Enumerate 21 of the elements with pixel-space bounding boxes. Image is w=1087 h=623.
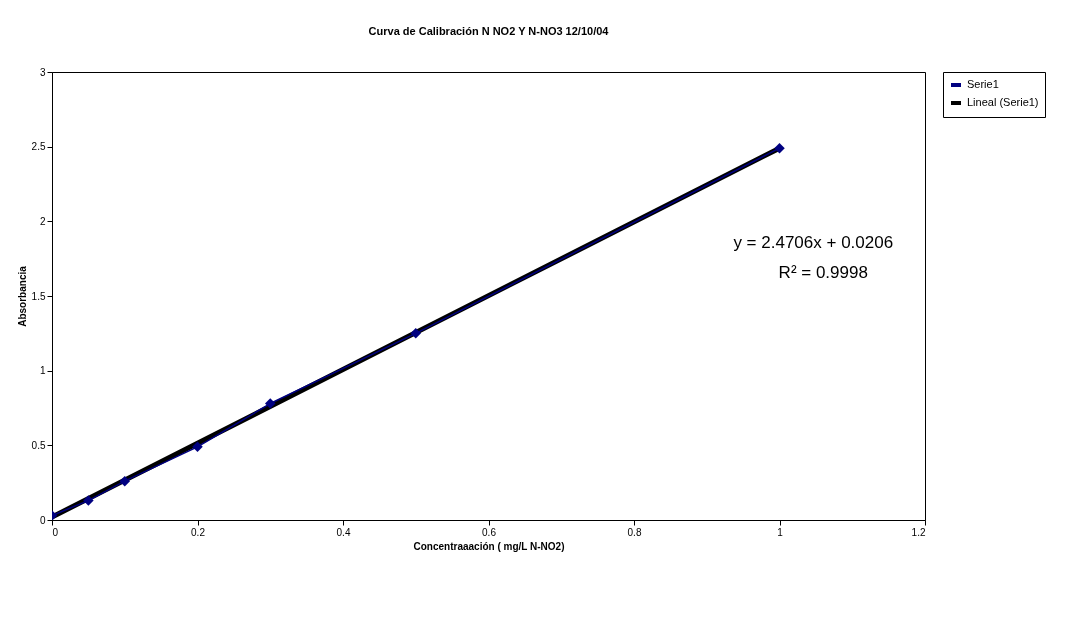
annotation: R² = 0.9998 bbox=[778, 263, 868, 283]
y-tick-label: 1.5 bbox=[31, 290, 46, 302]
legend-label: Lineal (Serie1) bbox=[967, 96, 1039, 108]
x-tick-label: 0.2 bbox=[191, 526, 206, 538]
x-tick-label: 0 bbox=[52, 526, 59, 538]
x-tick-label: 1 bbox=[777, 526, 784, 538]
legend-label: Serie1 bbox=[967, 78, 999, 90]
y-tick-label: 0.5 bbox=[31, 439, 46, 451]
x-tick-label: 0.4 bbox=[336, 526, 351, 538]
y-tick-label: 0 bbox=[39, 514, 46, 526]
chart-title: Curva de Calibración N NO2 Y N-NO3 12/10/04 bbox=[368, 25, 610, 37]
y-tick-label: 2.5 bbox=[31, 141, 46, 153]
x-tick-label: 0.6 bbox=[482, 526, 497, 538]
y-tick-label: 2 bbox=[39, 215, 46, 227]
annotation: y = 2.4706x + 0.0206 bbox=[733, 233, 894, 253]
x-tick-label: 0.8 bbox=[627, 526, 642, 538]
x-tick-label: 1.2 bbox=[911, 526, 926, 538]
y-axis-title: Absorbancia bbox=[16, 265, 28, 327]
y-tick-label: 1 bbox=[39, 365, 46, 377]
y-tick-label: 3 bbox=[39, 66, 46, 78]
x-axis-title: Concentraaación ( mg/L N-NO2) bbox=[413, 540, 565, 552]
